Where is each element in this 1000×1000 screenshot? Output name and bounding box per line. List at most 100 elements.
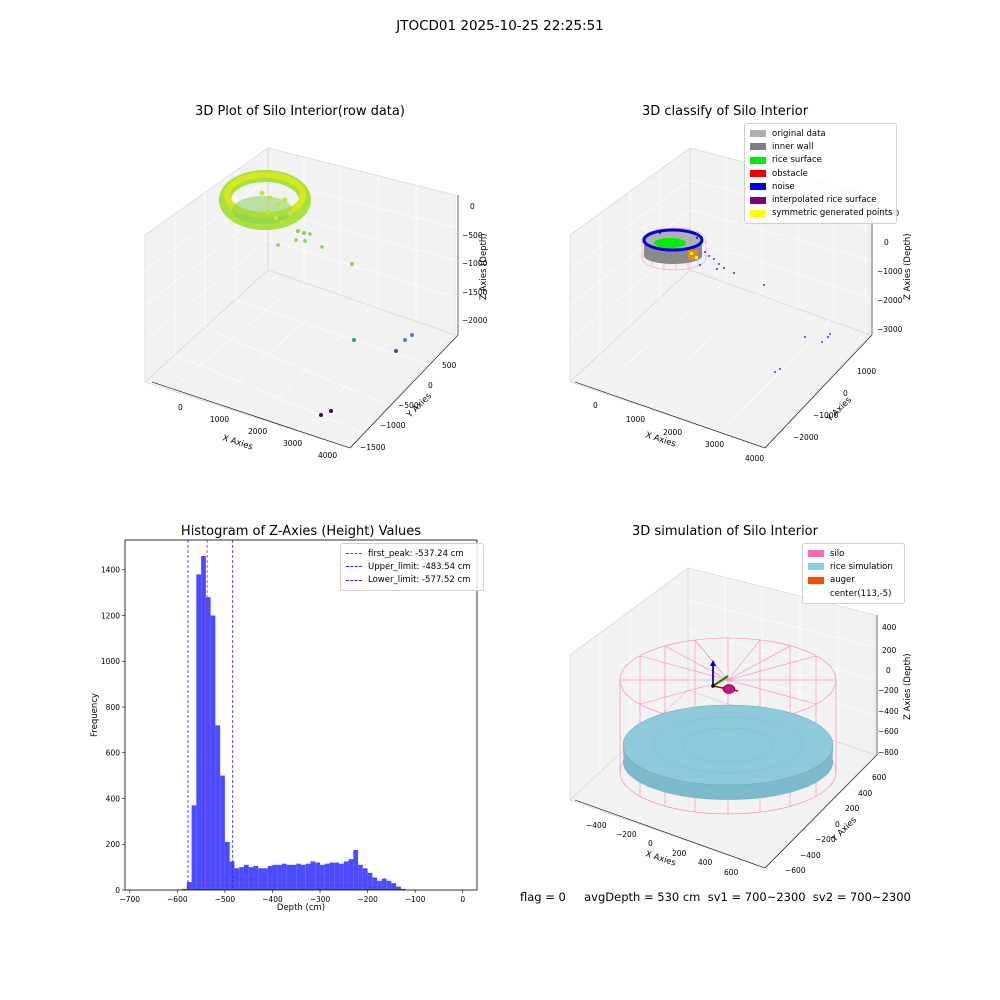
- panel4-ytick-label: 600: [872, 773, 887, 782]
- histogram-bar: [353, 849, 359, 890]
- histogram-bar: [277, 864, 282, 890]
- legend-line: [346, 553, 362, 555]
- histogram-bar: [224, 841, 230, 890]
- legend-label: rice surface: [772, 155, 822, 166]
- histogram-bar: [286, 864, 292, 890]
- panel2-legend: original data inner wall rice surface ob…: [744, 123, 897, 225]
- panel1-xlabel: X Axies: [221, 433, 254, 452]
- histogram-bar: [301, 864, 306, 890]
- histogram-bar: [201, 556, 206, 890]
- legend-label: silo: [830, 548, 845, 559]
- histogram-bar: [229, 861, 235, 890]
- legend-label: auger: [830, 575, 855, 586]
- legend-label: symmetric generated points: [772, 208, 893, 219]
- panel4-xtick-label: 600: [724, 868, 739, 877]
- histogram-ytick-label: 400: [106, 794, 121, 803]
- panel1-3d-axes: 0 1000 2000 3000 4000 500 0 −500 −1000 −…: [144, 147, 489, 460]
- panel2-ytick-label: 1000: [857, 367, 876, 376]
- legend-item: rice surface: [750, 154, 891, 167]
- histogram-bar: [339, 863, 344, 890]
- panel2-ztick-label: −1000: [877, 267, 903, 276]
- histogram-bar: [324, 863, 330, 890]
- histogram-bar: [329, 862, 335, 890]
- panel1-zlabel: Z Axies (Depth): [479, 233, 489, 300]
- histogram-ytick-label: 200: [106, 840, 121, 849]
- histogram-xtick-label: −600: [167, 895, 188, 904]
- panel4-xtick-label: 200: [672, 849, 687, 858]
- legend-swatch: [750, 130, 766, 138]
- legend-swatch: [750, 196, 766, 204]
- panel1-ztick-label: −1500: [462, 288, 488, 297]
- figure-title: JTOCD01 2025-10-25 22:25:51: [396, 18, 604, 34]
- histogram-bar: [377, 880, 382, 890]
- histogram-legend: first_peak: -537.24 cm Upper_limit: -483…: [340, 543, 484, 591]
- legend-swatch: [750, 156, 766, 164]
- histogram-xtick-label: −400: [262, 895, 283, 904]
- histogram-bar: [400, 888, 406, 890]
- histogram-bar: [358, 864, 363, 890]
- legend-line: [346, 579, 362, 581]
- histogram-bar: [305, 863, 311, 890]
- histogram-bar: [281, 863, 287, 890]
- legend-swatch: [750, 183, 766, 191]
- legend-label: rice simulation: [830, 561, 893, 572]
- panel3-title: Histogram of Z-Axies (Height) Values: [180, 524, 422, 539]
- legend-swatch: [808, 590, 824, 597]
- panel2-ylabel: Y Axies: [824, 395, 854, 425]
- histogram-ytick-label: 0: [115, 886, 120, 895]
- histogram-bar: [253, 865, 259, 890]
- histogram-bar: [372, 877, 378, 890]
- legend-label: Upper_limit: -483.54 cm: [368, 561, 471, 572]
- legend-label: noise: [772, 181, 795, 192]
- panel4-xtick-label: 0: [648, 839, 653, 848]
- panel4-ytick-label: 400: [858, 789, 873, 798]
- panel1-ztick-label: −500: [462, 231, 483, 240]
- histogram-xlabel: Depth (cm): [277, 903, 325, 913]
- panel2-xtick-label: 4000: [745, 454, 764, 463]
- legend-line: [346, 566, 362, 568]
- panel4-ztick-label: −800: [878, 748, 899, 757]
- panel4-ytick-label: −600: [785, 866, 806, 875]
- panel1-ztick-label: 0: [470, 202, 475, 211]
- panel4-auger: [710, 660, 739, 694]
- histogram-xtick-label: 0: [460, 895, 465, 904]
- histogram-ytick-label: 800: [106, 703, 121, 712]
- histogram-bar: [396, 886, 401, 890]
- legend-item: obstacle: [750, 167, 891, 180]
- panel4-ytick-label: 200: [845, 804, 860, 813]
- histogram-bar: [182, 888, 187, 890]
- panel1-xtick-label: 0: [178, 403, 183, 412]
- panel1-pane-floor: [144, 269, 456, 449]
- histogram-bar: [205, 597, 211, 890]
- legend-label: interpolated rice surface: [772, 195, 877, 206]
- legend-label: obstacle: [772, 168, 808, 179]
- legend-swatch: [750, 209, 766, 217]
- histogram-bar: [272, 864, 278, 890]
- histogram-ylabel: Frequency: [90, 693, 100, 737]
- panel4-rice-surface: [622, 704, 834, 800]
- panel1-title: 3D Plot of Silo Interior(row data): [195, 104, 405, 119]
- histogram-bar: [391, 883, 397, 890]
- histogram-bar: [220, 775, 225, 890]
- legend-item: rice simulation: [808, 560, 899, 573]
- histogram-bar: [215, 725, 221, 890]
- panel2-classified-cloud: [641, 227, 831, 373]
- histogram-bar: [381, 878, 387, 890]
- histogram-frame: [124, 539, 478, 891]
- panel2-xtick-label: 0: [593, 401, 598, 410]
- histogram-ytick-label: 600: [106, 749, 121, 758]
- panel4-ztick-label: 200: [882, 646, 897, 655]
- legend-item: noise: [750, 180, 891, 193]
- histogram-xtick-label: −100: [405, 895, 426, 904]
- panel4-ytick-label: −400: [800, 851, 821, 860]
- histogram-reference-lines: [187, 540, 234, 890]
- histogram-xtick-label: −500: [215, 895, 236, 904]
- panel1-xtick-label: 2000: [248, 427, 267, 436]
- legend-swatch: [808, 576, 824, 584]
- histogram-xticks: −700 −600 −500 −400 −300 −200 −100 0: [119, 890, 465, 904]
- histogram-bar: [343, 861, 349, 890]
- histogram-xtick-label: −200: [357, 895, 378, 904]
- panel4-ylabel: Y Axies: [829, 815, 859, 845]
- histogram-xtick-label: −300: [310, 895, 331, 904]
- panel2-ztick-label: −2000: [877, 296, 903, 305]
